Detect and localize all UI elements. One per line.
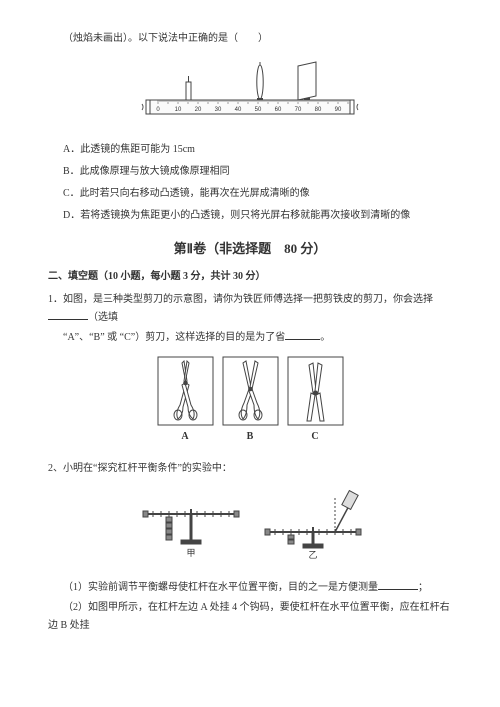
svg-text:70: 70 (295, 107, 302, 113)
scissor-label-c: C (311, 431, 318, 442)
lever-label-jia: 甲 (186, 548, 195, 558)
q2-text: 2、小明在“探究杠杆平衡条件”的实验中： (48, 460, 452, 478)
svg-text:60: 60 (275, 107, 282, 113)
svg-text:30: 30 (215, 107, 222, 113)
lens-icon (257, 62, 263, 100)
svg-text:20: 20 (195, 107, 202, 113)
option-d: D．若将透镜换为焦距更小的凸透镜，则只将光屏右移就能再次接收到清晰的像 (63, 207, 452, 225)
question-stem: （烛焰未画出）。以下说法中正确的是（ ） (48, 30, 452, 48)
svg-text:10: 10 (175, 107, 182, 113)
option-b: B．此成像原理与放大镜成像原理相同 (63, 163, 452, 181)
svg-text:40: 40 (235, 107, 242, 113)
q1-text-c: “A”、“B” 或 “C”）剪刀，这样选择的目的是为了省 (63, 332, 285, 343)
q1-text-a: 1．如图，是三种类型剪刀的示意图，请你为铁匠师傅选择一把剪铁皮的剪刀，你会选择 (48, 294, 433, 305)
q1-text: 1．如图，是三种类型剪刀的示意图，请你为铁匠师傅选择一把剪铁皮的剪刀，你会选择 （… (48, 291, 452, 327)
q2-sub2: （2）如图甲所示，在杠杆左边 A 处挂 4 个钩码，要使杠杆在水平位置平衡，应在… (48, 599, 452, 635)
part2-title: 第Ⅱ卷（非选择题 80 分） (48, 237, 452, 260)
svg-text:50: 50 (255, 107, 262, 113)
svg-text:80: 80 (315, 107, 322, 113)
lever-svg: 甲 (135, 484, 365, 562)
scissor-label-b: B (246, 431, 253, 442)
lever-figure: 甲 (48, 484, 452, 569)
q2-sub1: （1）实验前调节平衡螺母使杠杆在水平位置平衡，目的之一是方便测量 ； (48, 579, 452, 597)
q1-text-2: “A”、“B” 或 “C”）剪刀，这样选择的目的是为了省 。 (48, 329, 452, 347)
option-c: C．此时若只向右移动凸透镜，能再次在光屏成清晰的像 (63, 185, 452, 203)
scissor-label-a: A (181, 431, 189, 442)
scissors-figure: A B C (48, 353, 452, 450)
candle-icon (186, 76, 191, 100)
q1-blank-2 (285, 329, 320, 340)
scissors-svg: A B C (153, 353, 348, 443)
q1-text-b: （选填 (88, 312, 118, 323)
optics-figure: 0102030405060708090 (48, 54, 452, 131)
fill-section-title: 二、填空题（10 小题，每小题 3 分，共计 30 分） (48, 268, 452, 286)
q2-sub1-a: （1）实验前调节平衡螺母使杠杆在水平位置平衡，目的之一是方便测量 (63, 582, 378, 593)
optics-svg: 0102030405060708090 (140, 54, 360, 124)
lever-label-yi: 乙 (308, 550, 317, 560)
q1-blank-1 (48, 309, 88, 320)
option-a: A．此透镜的焦距可能为 15cm (63, 141, 452, 159)
screen-icon (298, 62, 316, 100)
q2-blank-1 (378, 579, 418, 590)
q2-sub1-b: ； (418, 582, 428, 593)
svg-text:90: 90 (335, 107, 342, 113)
q1-text-d: 。 (320, 332, 330, 343)
